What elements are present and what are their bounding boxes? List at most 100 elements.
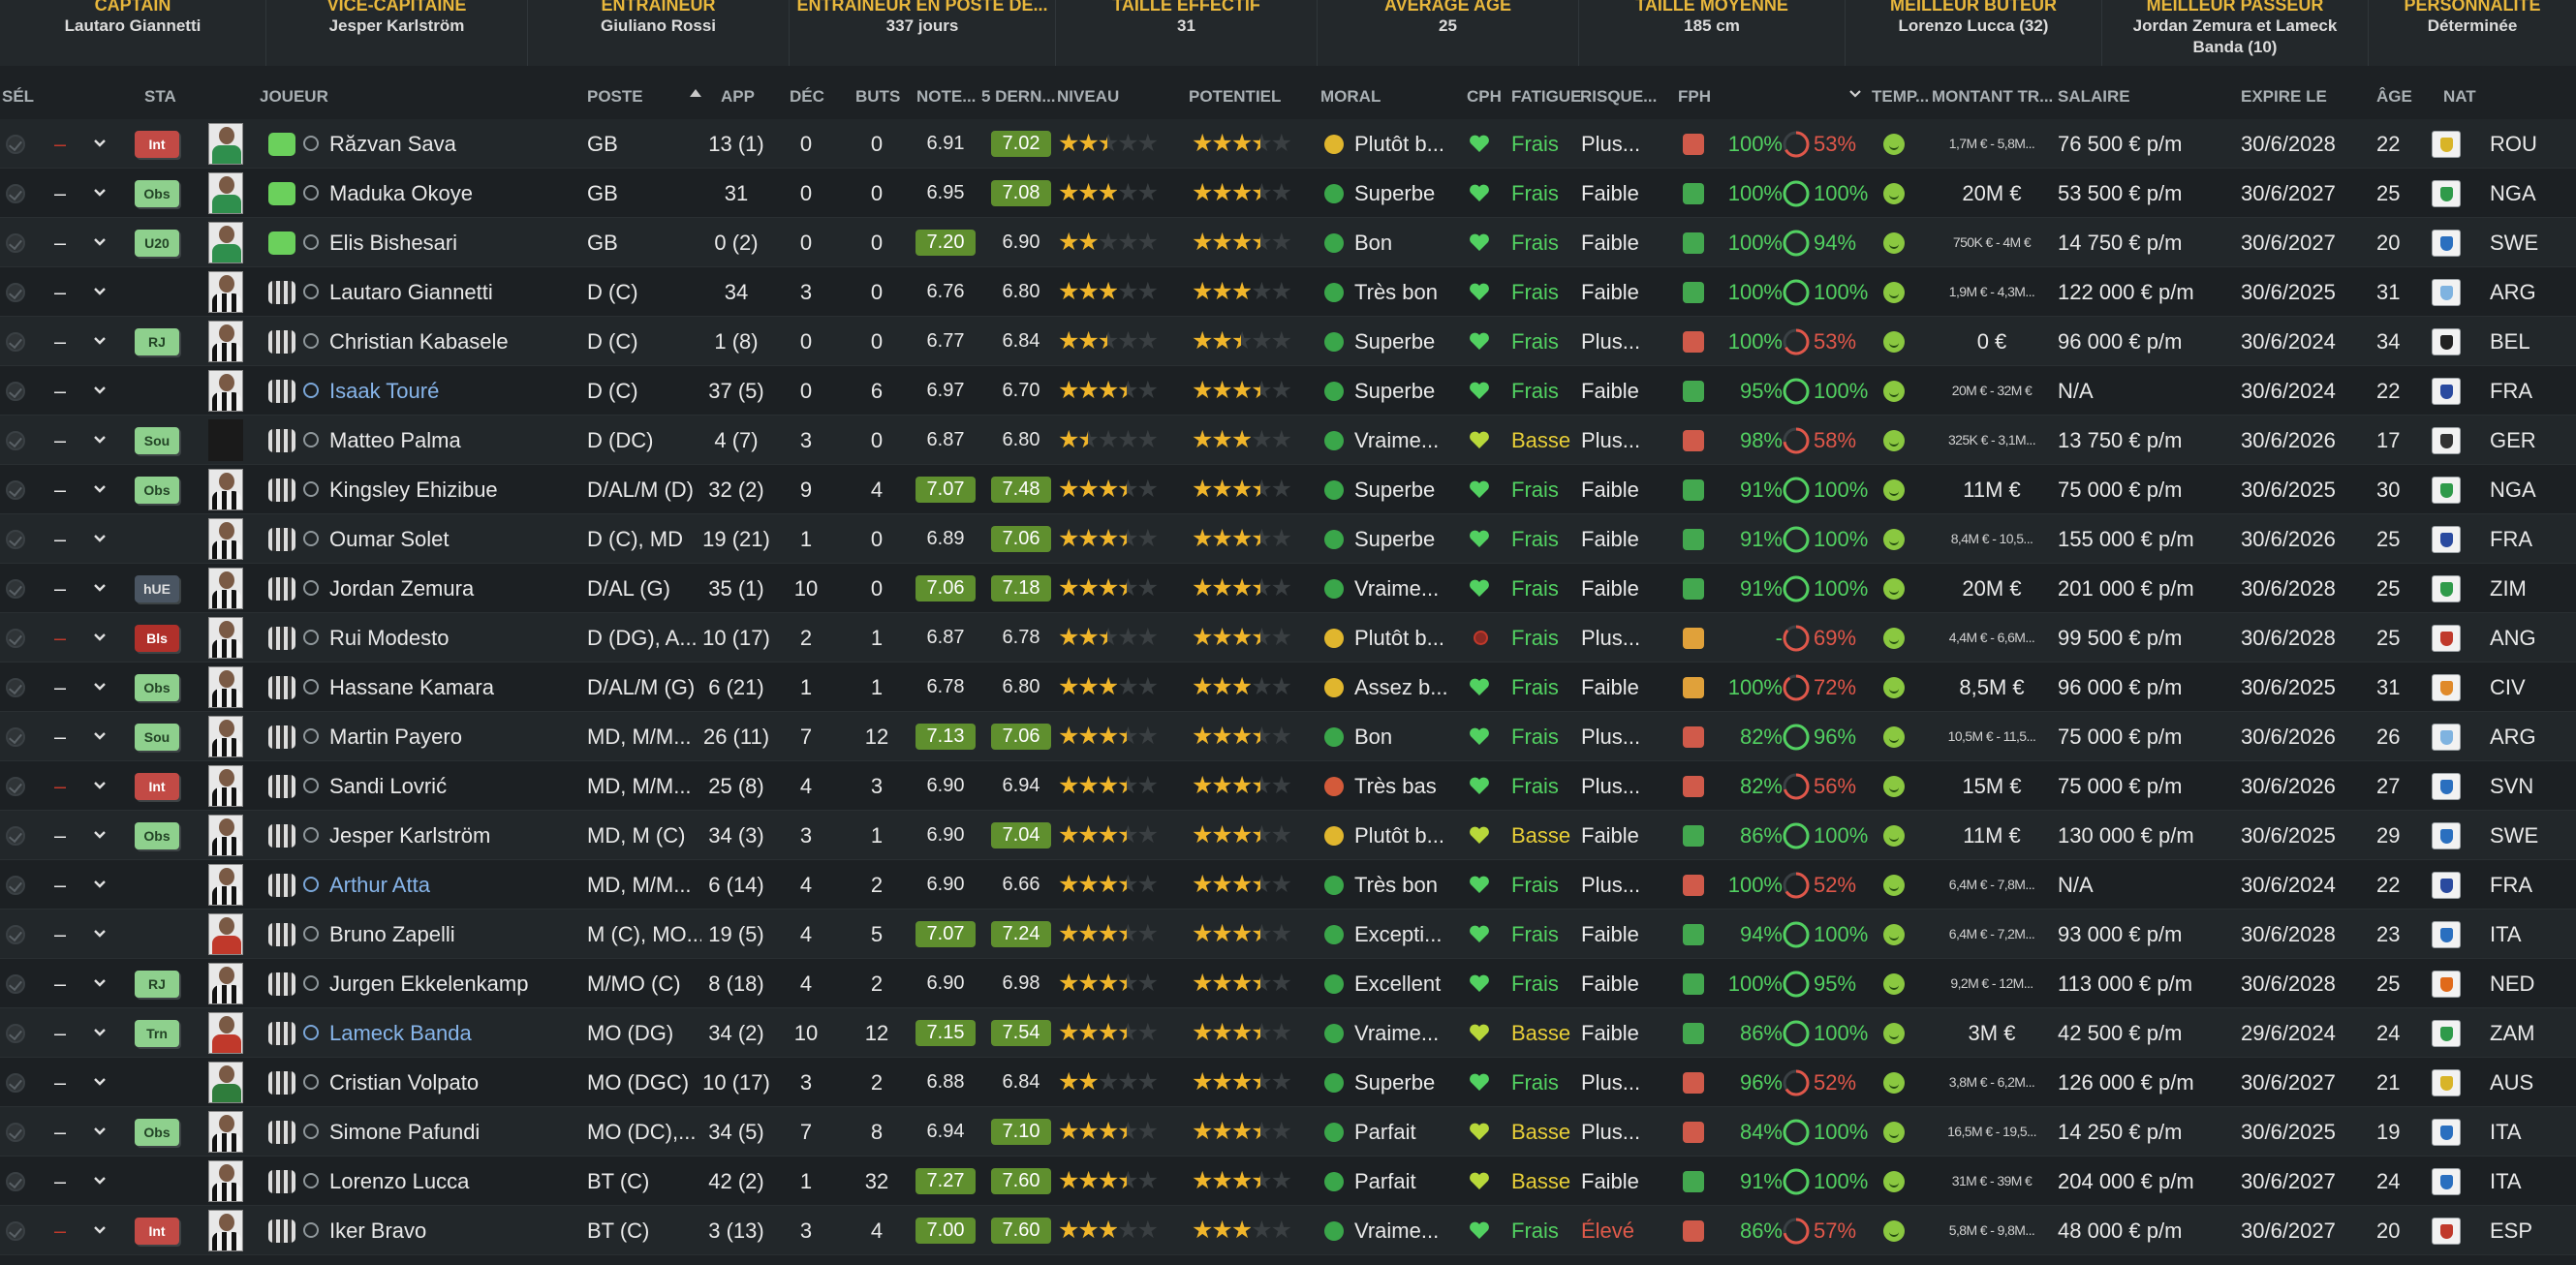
table-row[interactable]: – U20 Elis Bishesari GB 0 (2) 0 0 7.20 6… <box>0 218 2576 267</box>
player-name[interactable]: Iker Bravo <box>329 1219 427 1243</box>
table-row[interactable]: – Oumar Solet D (C), MD 19 (21) 1 0 6.89… <box>0 514 2576 564</box>
player-name[interactable]: Matteo Palma <box>329 428 461 452</box>
column-header-fatigue[interactable]: FATIGUE <box>1511 87 1582 106</box>
status-badge[interactable]: Bls <box>135 625 179 652</box>
table-row[interactable]: – Trn Lameck Banda MO (DG) 34 (2) 10 12 … <box>0 1008 2576 1058</box>
player-name[interactable]: Rui Modesto <box>329 626 450 650</box>
column-header-fph[interactable]: FPH <box>1678 87 1711 106</box>
select-checkbox[interactable] <box>6 974 25 994</box>
player-nationality[interactable]: ARG <box>2490 280 2536 304</box>
chevron-down-icon[interactable] <box>93 285 107 298</box>
table-row[interactable]: – Int Sandi Lovrić MD, M/M... 25 (8) 4 3… <box>0 761 2576 811</box>
sort-ascending-icon[interactable] <box>690 89 701 97</box>
chevron-down-icon[interactable] <box>93 532 107 545</box>
player-nationality[interactable]: SWE <box>2490 231 2539 255</box>
select-checkbox[interactable] <box>6 678 25 697</box>
table-row[interactable]: – Sou Martin Payero MD, M/M... 26 (11) 7… <box>0 712 2576 761</box>
chevron-down-icon[interactable] <box>1848 87 1862 101</box>
player-nationality[interactable]: NGA <box>2490 478 2536 502</box>
player-nationality[interactable]: ROU <box>2490 132 2537 156</box>
chevron-down-icon[interactable] <box>93 1026 107 1039</box>
select-checkbox[interactable] <box>6 382 25 401</box>
column-header-sta[interactable]: STA <box>144 87 176 106</box>
player-nationality[interactable]: BEL <box>2490 329 2530 354</box>
column-header-potentiel[interactable]: POTENTIEL <box>1189 87 1282 106</box>
table-row[interactable]: – Obs Hassane Kamara D/AL/M (G) 6 (21) 1… <box>0 663 2576 712</box>
player-name[interactable]: Jesper Karlström <box>329 823 491 848</box>
table-row[interactable]: – RJ Christian Kabasele D (C) 1 (8) 0 0 … <box>0 317 2576 366</box>
player-name[interactable]: Sandi Lovrić <box>329 774 448 798</box>
status-badge[interactable]: Obs <box>135 674 179 701</box>
chevron-down-icon[interactable] <box>93 927 107 941</box>
status-badge[interactable]: Trn <box>135 1020 179 1047</box>
table-row[interactable]: – Cristian Volpato MO (DGC) 10 (17) 3 2 … <box>0 1058 2576 1107</box>
table-row[interactable]: – Int Iker Bravo BT (C) 3 (13) 3 4 7.00 … <box>0 1206 2576 1255</box>
chevron-down-icon[interactable] <box>93 235 107 249</box>
player-nationality[interactable]: GER <box>2490 428 2536 452</box>
column-header-buts[interactable]: BUTS <box>855 87 901 106</box>
select-checkbox[interactable] <box>6 1123 25 1142</box>
table-row[interactable]: – Bruno Zapelli M (C), MO... 19 (5) 4 5 … <box>0 910 2576 959</box>
chevron-down-icon[interactable] <box>93 680 107 694</box>
chevron-down-icon[interactable] <box>93 1125 107 1138</box>
chevron-down-icon[interactable] <box>93 828 107 842</box>
status-badge[interactable]: Obs <box>135 477 179 504</box>
table-row[interactable]: – Bls Rui Modesto D (DG), A... 10 (17) 2… <box>0 613 2576 663</box>
player-name[interactable]: Maduka Okoye <box>329 181 473 205</box>
player-nationality[interactable]: ANG <box>2490 626 2536 650</box>
player-name[interactable]: Isaak Touré <box>329 379 440 403</box>
column-header-moral[interactable]: MORAL <box>1320 87 1381 106</box>
table-row[interactable]: – Arthur Atta MD, M/M... 6 (14) 4 2 6.90… <box>0 860 2576 910</box>
column-header-cph[interactable]: CPH <box>1467 87 1502 106</box>
table-row[interactable]: – Lautaro Giannetti D (C) 34 3 0 6.76 6.… <box>0 267 2576 317</box>
player-name[interactable]: Lorenzo Lucca <box>329 1169 470 1193</box>
player-nationality[interactable]: ZIM <box>2490 576 2527 601</box>
select-checkbox[interactable] <box>6 925 25 944</box>
player-nationality[interactable]: ITA <box>2490 1120 2522 1144</box>
select-checkbox[interactable] <box>6 184 25 203</box>
column-header-age[interactable]: ÂGE <box>2376 87 2412 106</box>
table-row[interactable]: – hUE Jordan Zemura D/AL (G) 35 (1) 10 0… <box>0 564 2576 613</box>
summary-captain[interactable]: CAPTAIN Lautaro Giannetti <box>0 0 266 66</box>
select-checkbox[interactable] <box>6 283 25 302</box>
select-checkbox[interactable] <box>6 1172 25 1191</box>
player-name[interactable]: Cristian Volpato <box>329 1070 480 1095</box>
select-checkbox[interactable] <box>6 480 25 500</box>
column-header-salaire[interactable]: SALAIRE <box>2058 87 2130 106</box>
summary-top-scorer[interactable]: MEILLEUR BUTEUR Lorenzo Lucca (32) <box>1846 0 2102 66</box>
column-header-dec[interactable]: DÉC <box>790 87 824 106</box>
status-badge[interactable]: Obs <box>135 180 179 207</box>
select-checkbox[interactable] <box>6 629 25 648</box>
chevron-down-icon[interactable] <box>93 1223 107 1237</box>
select-checkbox[interactable] <box>6 826 25 846</box>
player-name[interactable]: Jordan Zemura <box>329 576 475 601</box>
summary-vice-captain[interactable]: VICE-CAPITAINE Jesper Karlström <box>266 0 528 66</box>
player-name[interactable]: Oumar Solet <box>329 527 450 551</box>
player-nationality[interactable]: AUS <box>2490 1070 2534 1095</box>
player-name[interactable]: Hassane Kamara <box>329 675 494 699</box>
chevron-down-icon[interactable] <box>93 729 107 743</box>
chevron-down-icon[interactable] <box>93 433 107 447</box>
table-row[interactable]: – Obs Kingsley Ehizibue D/AL/M (D) 32 (2… <box>0 465 2576 514</box>
table-row[interactable]: – Obs Jesper Karlström MD, M (C) 34 (3) … <box>0 811 2576 860</box>
player-name[interactable]: Bruno Zapelli <box>329 922 455 946</box>
chevron-down-icon[interactable] <box>93 976 107 990</box>
select-checkbox[interactable] <box>6 1024 25 1043</box>
select-checkbox[interactable] <box>6 233 25 253</box>
chevron-down-icon[interactable] <box>93 1075 107 1089</box>
player-nationality[interactable]: FRA <box>2490 527 2532 551</box>
player-name[interactable]: Martin Payero <box>329 725 462 749</box>
column-header-note[interactable]: NOTE... <box>916 87 977 106</box>
player-nationality[interactable]: FRA <box>2490 873 2532 897</box>
select-checkbox[interactable] <box>6 777 25 796</box>
table-row[interactable]: – Lorenzo Lucca BT (C) 42 (2) 1 32 7.27 … <box>0 1157 2576 1206</box>
chevron-down-icon[interactable] <box>93 384 107 397</box>
column-header-poste[interactable]: POSTE <box>587 87 643 106</box>
select-checkbox[interactable] <box>6 579 25 599</box>
table-row[interactable]: – Isaak Touré D (C) 37 (5) 0 6 6.97 6.70… <box>0 366 2576 416</box>
player-name[interactable]: Christian Kabasele <box>329 329 509 354</box>
status-badge[interactable]: hUE <box>135 575 179 602</box>
table-row[interactable]: – Obs Simone Pafundi MO (DC),... 34 (5) … <box>0 1107 2576 1157</box>
player-nationality[interactable]: SWE <box>2490 823 2539 848</box>
select-checkbox[interactable] <box>6 530 25 549</box>
